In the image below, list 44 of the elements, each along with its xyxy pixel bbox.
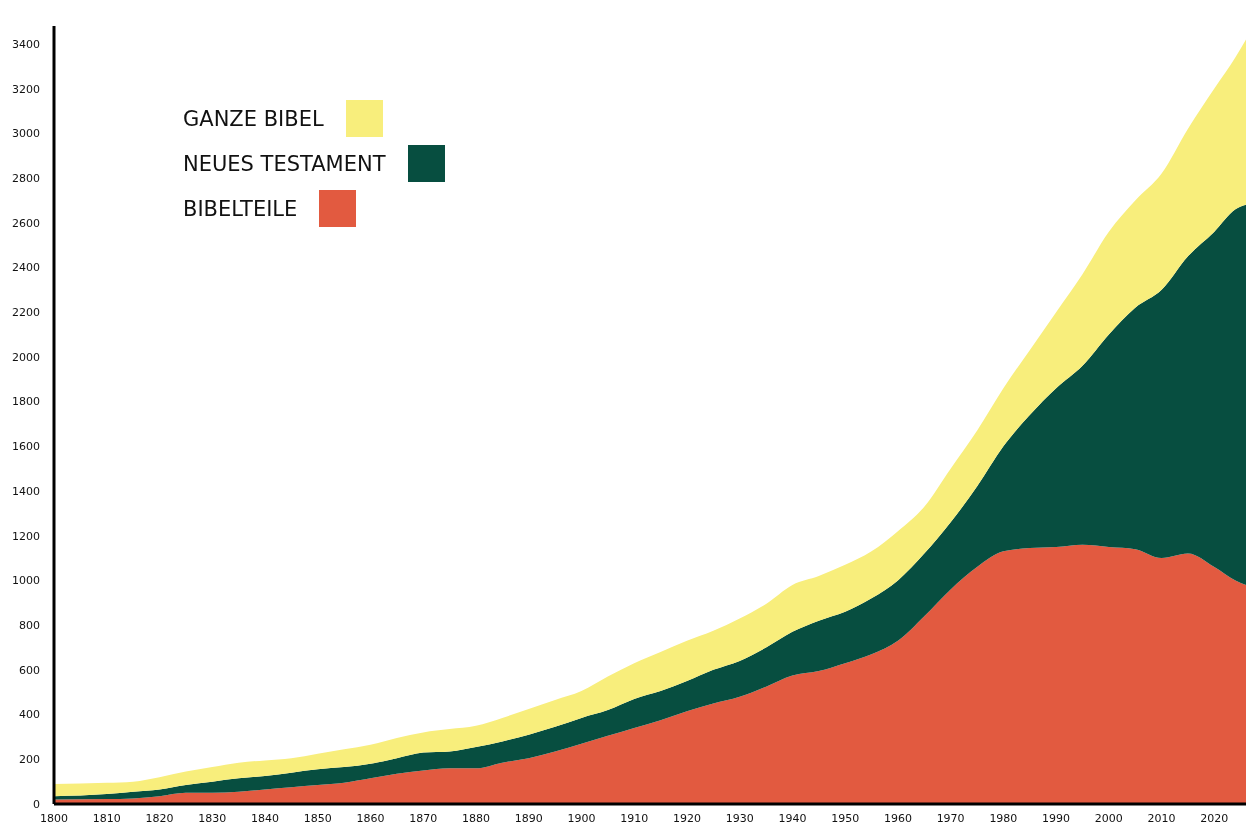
x-tick-label: 1820	[145, 811, 174, 825]
x-tick-label: 1880	[461, 811, 490, 825]
y-tick-label: 3400	[12, 37, 40, 51]
legend-label: BIBELTEILE	[183, 196, 298, 221]
y-tick-label: 2000	[12, 350, 40, 364]
y-tick-label: 2600	[12, 216, 40, 230]
x-tick-label: 1960	[883, 811, 912, 825]
x-tick-label: 1930	[725, 811, 754, 825]
legend-label: NEUES TESTAMENT	[183, 151, 386, 176]
y-tick-label: 800	[19, 619, 40, 633]
x-tick-label: 1850	[303, 811, 332, 825]
y-tick-label: 0	[33, 797, 40, 811]
x-tick-label: 1870	[409, 811, 438, 825]
x-tick-label: 1910	[620, 811, 649, 825]
y-tick-label: 1800	[12, 395, 40, 409]
y-tick-label: 2400	[12, 261, 40, 275]
y-tick-label: 3200	[12, 82, 40, 96]
y-tick-label: 1600	[12, 440, 40, 454]
x-tick-label: 1810	[92, 811, 121, 825]
x-tick-label: 1940	[778, 811, 807, 825]
y-tick-label: 2200	[12, 306, 40, 320]
x-tick-label: 2000	[1094, 811, 1123, 825]
x-tick-label: 1890	[514, 811, 543, 825]
x-tick-label: 1860	[356, 811, 385, 825]
x-tick-label: 1830	[198, 811, 227, 825]
y-tick-label: 400	[19, 708, 40, 722]
y-tick-label: 200	[19, 753, 40, 767]
x-tick-label: 1980	[989, 811, 1018, 825]
x-tick-label: 2010	[1147, 811, 1176, 825]
y-tick-label: 600	[19, 663, 40, 677]
y-tick-label: 2800	[12, 171, 40, 185]
legend-label: GANZE BIBEL	[183, 106, 324, 131]
x-tick-label: 1800	[40, 811, 68, 825]
x-tick-label: 2020	[1200, 811, 1229, 825]
y-tick-label: 1000	[12, 574, 40, 588]
x-tick-label: 1970	[936, 811, 965, 825]
x-tick-label: 1950	[831, 811, 860, 825]
x-tick-label: 1840	[250, 811, 279, 825]
y-tick-label: 3000	[12, 127, 40, 141]
x-tick-label: 1990	[1042, 811, 1071, 825]
y-tick-label: 1400	[12, 484, 40, 498]
x-tick-label: 1900	[567, 811, 596, 825]
y-tick-label: 1200	[12, 529, 40, 543]
x-tick-label: 1920	[672, 811, 701, 825]
